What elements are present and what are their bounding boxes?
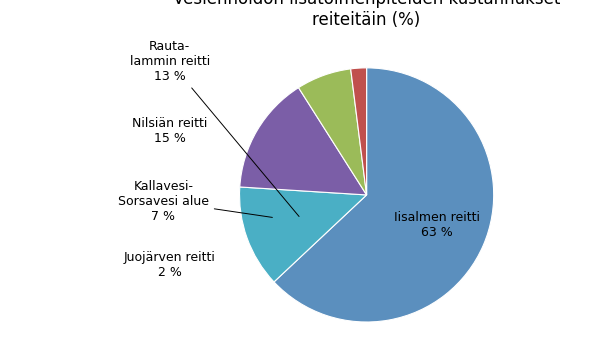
Wedge shape [299, 69, 367, 195]
Text: Juojärven reitti
2 %: Juojärven reitti 2 % [124, 251, 216, 279]
Title: Vesienhoidon lisätoimenpiteiden kustannukset
reiteitäin (%): Vesienhoidon lisätoimenpiteiden kustannu… [173, 0, 560, 29]
Text: Iisalmen reitti
63 %: Iisalmen reitti 63 % [394, 211, 480, 239]
Wedge shape [351, 68, 367, 195]
Text: Rauta-
lammin reitti
13 %: Rauta- lammin reitti 13 % [130, 40, 299, 217]
Text: Kallavesi-
Sorsavesi alue
7 %: Kallavesi- Sorsavesi alue 7 % [118, 180, 272, 223]
Text: Nilsiän reitti
15 %: Nilsiän reitti 15 % [132, 117, 207, 145]
Wedge shape [240, 187, 367, 282]
Wedge shape [274, 68, 493, 322]
Wedge shape [240, 88, 367, 195]
